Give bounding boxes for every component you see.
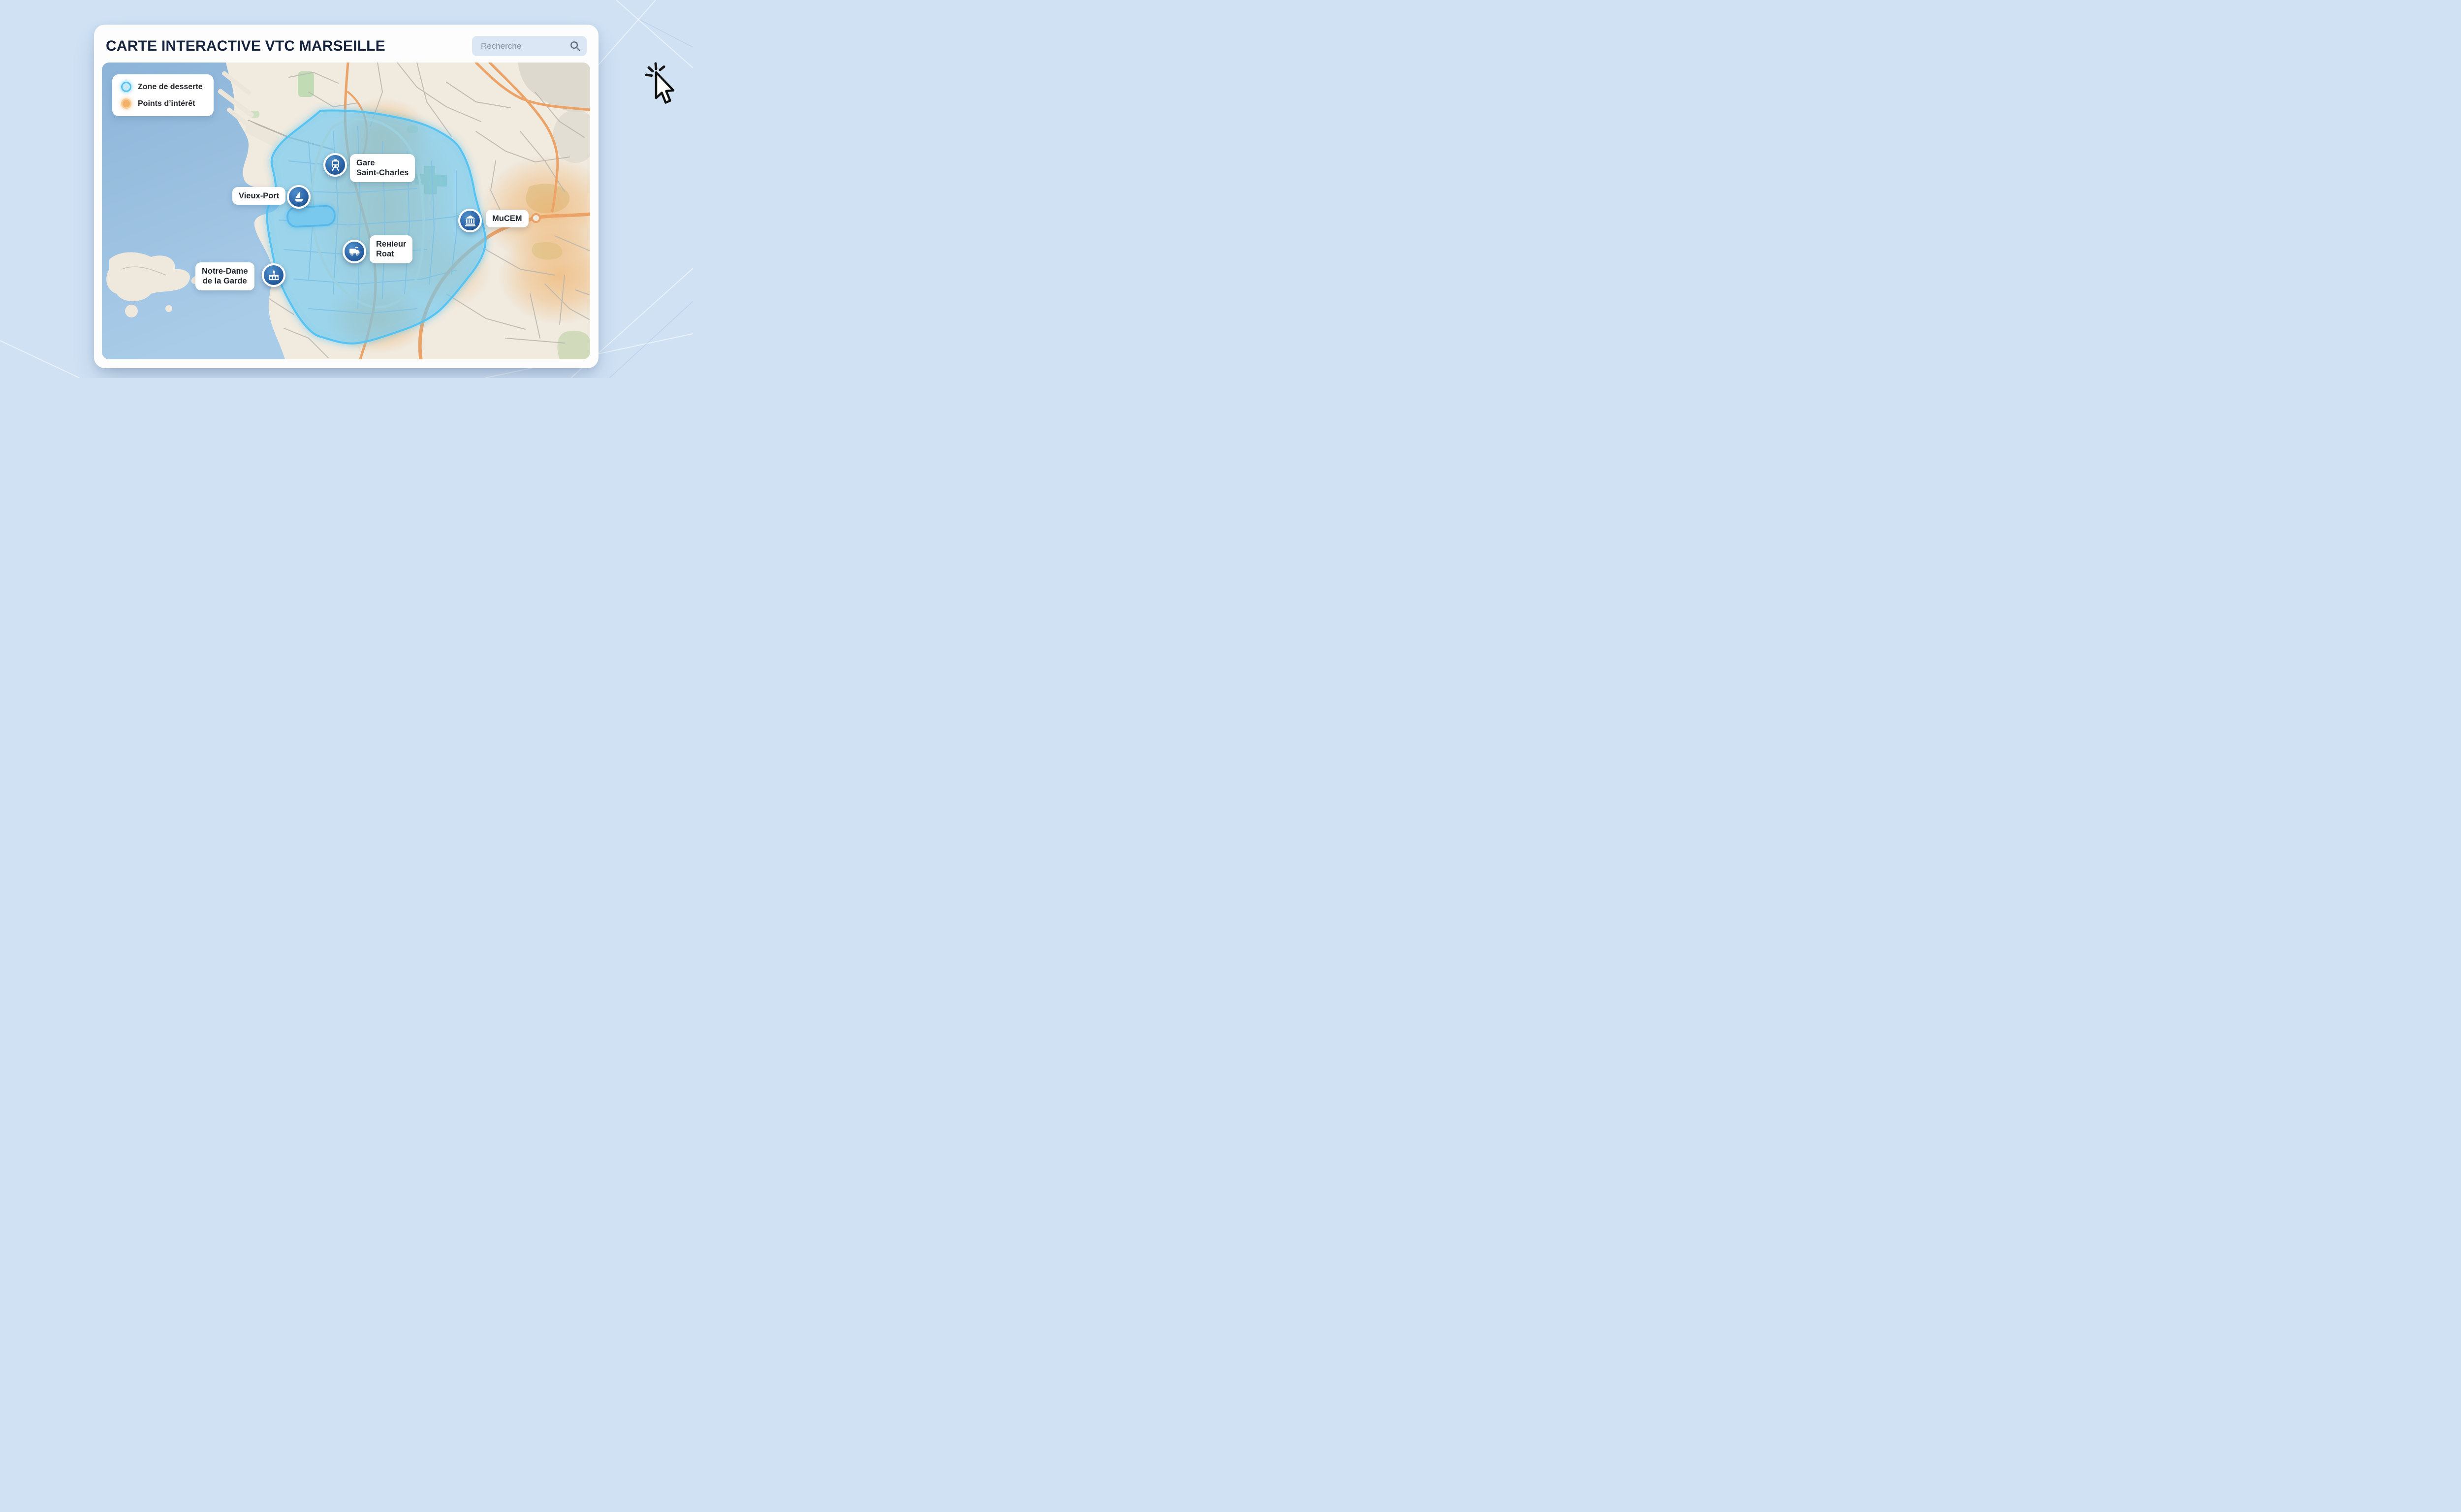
- search-input[interactable]: [472, 36, 587, 56]
- port-docks: [218, 71, 280, 147]
- marker-pin-notre-dame[interactable]: [262, 263, 285, 287]
- marker-pin-vtc-vehicle[interactable]: [343, 240, 366, 263]
- app-header: CARTE INTERACTIVE VTC MARSEILLE: [94, 25, 599, 63]
- streets-outer: [248, 63, 590, 358]
- screen: { "header": { "title": "CARTE INTERACTIV…: [0, 0, 693, 378]
- museum-icon: [465, 215, 475, 226]
- legend-item-poi: Points d’intérêt: [121, 98, 205, 109]
- map-app-window: CARTE INTERACTIVE VTC MARSEILLE: [94, 25, 675, 368]
- zone-swatch-icon: [121, 82, 131, 92]
- marker-label-notre-dame[interactable]: Notre-Dame de la Garde: [195, 262, 254, 290]
- legend-item-zone: Zone de desserte: [121, 82, 205, 92]
- marker-pin-gare-saint-charles[interactable]: [323, 153, 347, 177]
- search-box: [472, 36, 587, 56]
- legend: Zone de desserte Points d’intérêt: [112, 74, 214, 116]
- marker-label-vieux-port[interactable]: Vieux-Port: [232, 187, 286, 205]
- poi-swatch-icon: [121, 98, 131, 109]
- train-icon: [331, 159, 339, 171]
- marker-pin-mucem[interactable]: [458, 209, 482, 232]
- harbor-basin: [286, 205, 336, 228]
- magnifier-icon[interactable]: [569, 40, 581, 52]
- marker-label-mucem[interactable]: MuCEM: [486, 210, 529, 228]
- map-canvas[interactable]: Zone de desserte Points d’intérêt: [102, 63, 590, 359]
- background-pattern: [0, 0, 693, 378]
- marker-label-vtc-vehicle[interactable]: Reнieur Roat: [370, 235, 413, 263]
- highways: [344, 63, 590, 359]
- marker-label-gare-saint-charles[interactable]: Gare Saint-Charles: [350, 154, 415, 182]
- legend-label: Points d’intérêt: [138, 99, 195, 108]
- legend-label: Zone de desserte: [138, 82, 203, 91]
- church-icon: [268, 269, 279, 280]
- sailboat-icon: [294, 191, 303, 201]
- van-icon: [349, 247, 360, 255]
- marker-pin-vieux-port[interactable]: [287, 185, 311, 209]
- page-title: CARTE INTERACTIVE VTC MARSEILLE: [106, 37, 385, 54]
